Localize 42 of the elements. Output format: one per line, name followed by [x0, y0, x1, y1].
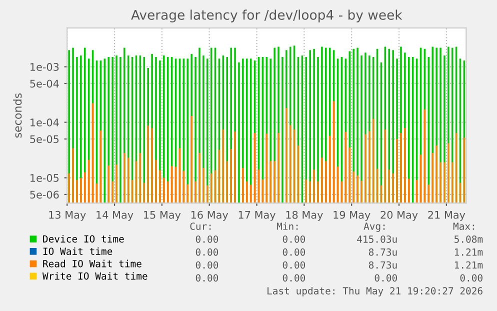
text: 1.21m [454, 248, 483, 256]
text: 8.73u [368, 248, 397, 256]
text: 0.00 [196, 235, 218, 243]
text: 5.08m [454, 235, 483, 243]
x-tick-label: 15 May [144, 211, 181, 221]
x-tick-label: 18 May [286, 210, 323, 221]
x-tick-label: 14 May [96, 211, 134, 221]
x-tick-label: 20 May [380, 210, 418, 221]
chart-title: Average latency for /dev/loop4 - by week [131, 10, 402, 22]
x-tick-label: 21 May [428, 210, 466, 221]
text: 0.00 [460, 274, 482, 282]
x-tick-label: 19 May [334, 210, 370, 221]
text: 0.00 [282, 274, 306, 282]
y-tick-label: 5e-04 [30, 80, 59, 88]
text: 0.00 [282, 248, 306, 256]
y-axis-title: seconds [13, 93, 22, 138]
text: Max: [453, 222, 474, 230]
text: 0.00 [282, 261, 306, 269]
text: 8.73u [368, 261, 397, 269]
x-tick-label: 17 May [238, 211, 276, 221]
text: Cur: [190, 222, 211, 230]
text: 0.00 [282, 235, 306, 243]
legend-label: Device IO time [43, 235, 124, 243]
legend-label: IO Wait time [43, 247, 112, 255]
text: 0.00 [374, 274, 397, 282]
y-tick-label: 1e-03 [30, 63, 59, 71]
x-tick-label: 13 May [49, 210, 86, 221]
y-tick-label: 5e-05 [30, 135, 59, 144]
x-tick-label: 16 May [191, 210, 228, 221]
text: 0.00 [196, 274, 218, 282]
text: Min: [276, 222, 298, 230]
text: 0.00 [196, 248, 218, 256]
y-tick-label: 5e-06 [30, 190, 59, 199]
text: Avg: [364, 222, 385, 232]
y-tick-label: 1e-04 [30, 118, 59, 126]
legend-label: Write IO Wait time [42, 272, 148, 280]
text: 415.03u [357, 235, 397, 243]
y-tick-label: 1e-05 [30, 174, 59, 182]
text: 0.00 [196, 261, 218, 269]
text: 1.21m [454, 261, 483, 269]
text: Last update: Thu May 21 19:20:27 2026 [268, 286, 482, 296]
legend-label: Read IO Wait time [43, 260, 142, 268]
